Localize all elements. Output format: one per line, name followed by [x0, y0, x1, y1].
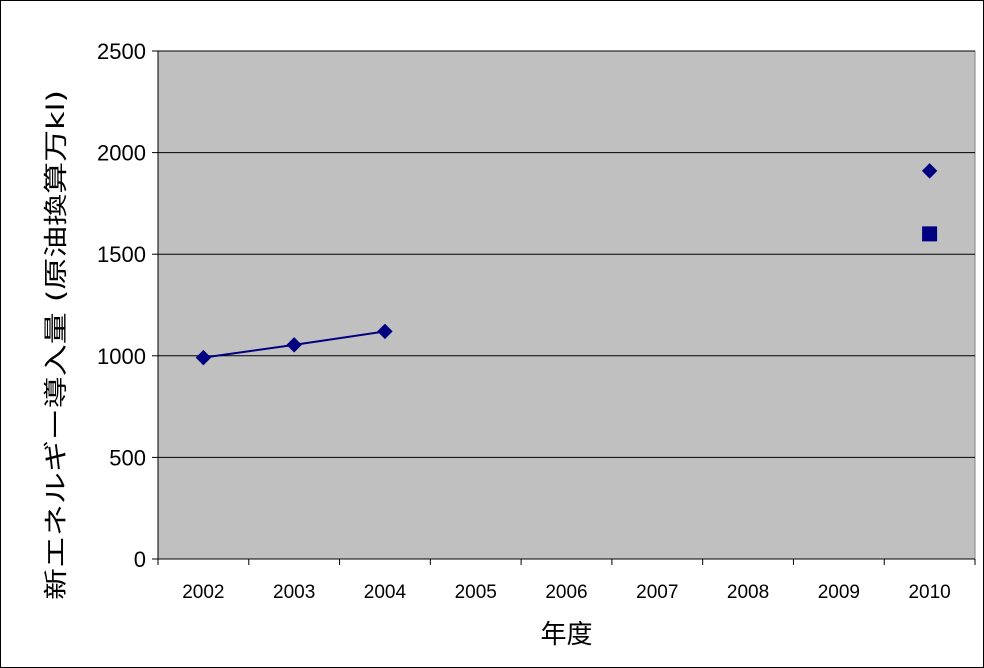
tick-labels: 0 500 1000 1500 2000 2500 2002 2003 2004 2005 2006… [97, 39, 951, 603]
square-point-marker [922, 226, 938, 242]
y-tick-label: 1500 [97, 242, 146, 267]
y-tick-label: 500 [109, 445, 146, 470]
x-tick-label: 2003 [273, 582, 315, 603]
x-tick-label: 2007 [636, 582, 678, 603]
x-tick-label: 2008 [727, 582, 769, 603]
diamond-point-marker [286, 337, 302, 353]
x-tick-label: 2004 [364, 582, 407, 603]
x-tick-label: 2010 [908, 582, 950, 603]
x-tick-label: 2006 [545, 582, 587, 603]
diamond-point-marker [377, 323, 393, 340]
x-tick-label: 2009 [818, 582, 860, 603]
y-tick-label: 0 [134, 547, 146, 572]
y-axis-title: 新エネルギー導入量 (原油換算万kl) [42, 90, 70, 600]
diamond-point-marker [921, 163, 938, 179]
y-tick-label: 2500 [97, 39, 146, 64]
diamond-point-marker [195, 349, 212, 366]
plot-area [157, 50, 976, 560]
x-axis-title: 年度 [540, 620, 592, 650]
y-tick-label: 2000 [97, 141, 146, 166]
series-layer [195, 163, 938, 366]
grid-lines [152, 50, 975, 560]
axes [157, 51, 976, 565]
x-tick-label: 2002 [182, 582, 224, 603]
y-tick-label: 1000 [97, 344, 146, 369]
x-tick-label: 2005 [455, 582, 497, 603]
